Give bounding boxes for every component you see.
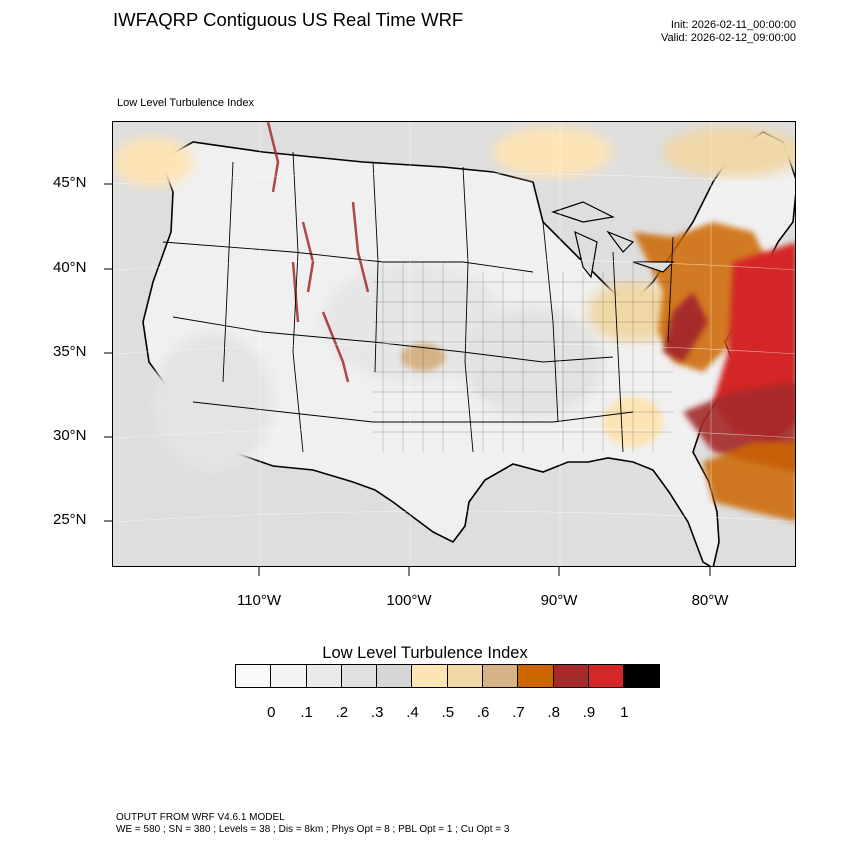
colorbar-swatch — [235, 664, 272, 688]
colorbar-swatch — [340, 664, 378, 688]
colorbar-tick-label: .7 — [512, 704, 525, 721]
lat-label: 40°N — [53, 259, 87, 276]
colorbar-swatch — [482, 664, 519, 688]
colorbar-swatch — [270, 664, 307, 688]
colorbar-tick-label: 1 — [620, 704, 629, 721]
colorbar-swatch — [587, 664, 625, 688]
colorbar-tick-label: .2 — [335, 704, 349, 721]
main-title: IWFAQRP Contiguous US Real Time WRF — [113, 9, 464, 30]
colorbar-swatch — [517, 664, 554, 688]
map-panel — [112, 121, 796, 567]
field-rockies-streaks — [266, 122, 370, 383]
field-gray-central — [463, 307, 603, 417]
graticule — [113, 122, 795, 566]
colorbar-tick-label: .4 — [406, 704, 419, 721]
lon-ticks — [258, 566, 711, 576]
great-lakes — [551, 201, 675, 279]
lat-label: 45°N — [53, 174, 87, 191]
colorbar-swatch — [305, 664, 342, 688]
field-pale-northeast — [663, 127, 795, 177]
colorbar-swatch — [376, 664, 413, 688]
lon-label: 80°W — [691, 592, 729, 609]
county-boundaries — [373, 262, 673, 452]
colorbar-swatch — [623, 664, 660, 688]
colorbar-tick-label: .6 — [476, 704, 490, 721]
valid-time: Valid: 2026-02-12_09:00:00 — [661, 32, 796, 44]
colorbar-swatch — [411, 664, 448, 688]
field-orange-offshore — [703, 442, 795, 522]
field-gray-southwest — [153, 332, 273, 472]
colorbar-tick-label: .8 — [547, 704, 560, 721]
colorbar-title: Low Level Turbulence Index — [322, 644, 528, 662]
footer-model: OUTPUT FROM WRF V4.6.1 MODEL — [116, 812, 285, 823]
lon-label: 100°W — [386, 592, 432, 609]
footer-config: WE = 580 ; SN = 380 ; Levels = 38 ; Dis … — [116, 824, 510, 835]
colorbar-tick-label: .3 — [370, 704, 384, 721]
colorbar-swatch — [552, 664, 589, 688]
init-time: Init: 2026-02-11_00:00:00 — [670, 19, 796, 31]
field-label: Low Level Turbulence Index — [117, 97, 254, 109]
lon-label: 110°W — [236, 592, 282, 609]
lat-label: 35°N — [53, 343, 87, 360]
colorbar-tick-label: 0 — [267, 704, 276, 721]
lat-label: 25°N — [53, 511, 87, 528]
lon-label: 90°W — [540, 592, 578, 609]
colorbar — [235, 664, 660, 688]
colorbar-tick-label: .5 — [441, 704, 455, 721]
lat-ticks — [104, 183, 112, 522]
run-info: Init: 2026-02-11_00:00:00 Valid: 2026-02… — [661, 19, 796, 45]
colorbar-tick-label: .9 — [582, 704, 596, 721]
turbulence-map — [113, 122, 795, 566]
field-pale-north — [493, 127, 613, 177]
field-pale-northwest — [113, 137, 193, 187]
colorbar-tick-label: .1 — [300, 704, 313, 721]
lat-label: 30°N — [53, 427, 87, 444]
footer: OUTPUT FROM WRF V4.6.1 MODEL WE = 580 ; … — [116, 812, 509, 836]
colorbar-swatch — [446, 664, 484, 688]
field-darkred-virginia — [663, 292, 708, 362]
